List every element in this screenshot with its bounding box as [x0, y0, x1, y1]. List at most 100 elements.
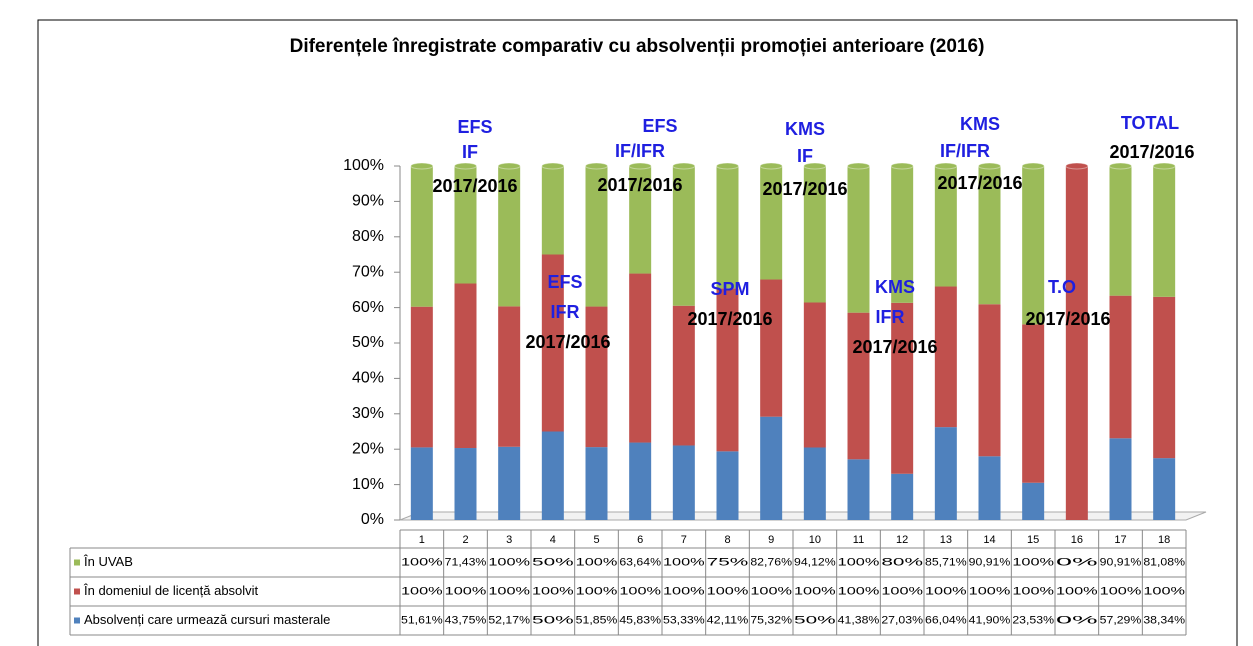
x-tick-label: 16	[1071, 534, 1083, 546]
bar-segment	[672, 305, 695, 446]
bar-cap	[759, 162, 783, 170]
bar-segment	[541, 431, 564, 520]
data-label: 75,32%	[750, 614, 792, 626]
bar-segment	[760, 166, 783, 280]
x-tick-label: 7	[681, 534, 687, 546]
bar-segment	[716, 451, 739, 520]
annotation: IF/IFR	[940, 141, 990, 161]
data-label: 50%	[532, 556, 574, 568]
x-tick-label: 5	[593, 534, 599, 546]
data-label: 43,75%	[445, 614, 487, 626]
data-label: 100%	[663, 585, 705, 597]
chart-border	[37, 19, 1238, 646]
annotation: 2017/2016	[852, 337, 937, 357]
data-label: 100%	[881, 585, 923, 597]
annotation: EFS	[642, 116, 677, 136]
y-tick-label: 70%	[352, 263, 384, 280]
bar-cap	[716, 162, 739, 170]
y-tick-label: 0%	[361, 511, 384, 528]
data-label: 100%	[532, 585, 574, 597]
x-tick-label: 10	[809, 534, 821, 546]
legend-swatch	[74, 559, 80, 566]
bar-segment	[716, 166, 739, 289]
bar-segment	[1022, 166, 1045, 325]
data-label: 100%	[969, 585, 1011, 597]
bar-segment	[1153, 166, 1176, 297]
bar-segment	[847, 312, 870, 460]
data-label: 100%	[401, 556, 443, 568]
data-label: 100%	[663, 556, 705, 568]
bar-cap	[585, 162, 608, 170]
y-tick-label: 60%	[352, 299, 384, 316]
bar-segment	[891, 473, 914, 520]
bar-segment	[498, 306, 521, 447]
annotation: IFR	[876, 307, 905, 327]
bar-cap	[890, 162, 914, 170]
data-label: 27,03%	[881, 614, 923, 626]
data-label: 71,43%	[445, 556, 487, 568]
data-label: 50%	[794, 614, 836, 626]
data-label: 100%	[1012, 556, 1054, 568]
bar-cap	[978, 162, 1001, 170]
annotation: SPM	[710, 279, 749, 299]
annotation: 2017/2016	[937, 173, 1022, 193]
bar-segment	[760, 279, 783, 417]
bar-segment	[847, 166, 870, 313]
data-label: 100%	[576, 585, 618, 597]
bar-cap	[1109, 162, 1132, 170]
data-label: 57,29%	[1100, 614, 1142, 626]
bar-cap	[1065, 162, 1089, 170]
bar-segment	[891, 166, 914, 303]
data-label: 51,61%	[401, 614, 443, 626]
x-tick-label: 18	[1158, 534, 1170, 546]
x-tick-label: 6	[637, 534, 643, 546]
annotation: IF	[797, 146, 813, 166]
legend-label: Absolvenți care urmează cursuri masteral…	[84, 612, 330, 627]
y-tick-label: 40%	[352, 370, 384, 387]
bar-segment	[585, 447, 608, 520]
data-label: 0%	[1056, 556, 1098, 568]
annotation: TOTAL	[1121, 113, 1179, 133]
annotation: 2017/2016	[597, 175, 682, 195]
bar-segment	[410, 447, 433, 520]
x-tick-label: 17	[1114, 534, 1126, 546]
data-label: 80%	[881, 556, 923, 568]
data-label: 41,38%	[838, 614, 880, 626]
data-label: 100%	[401, 585, 443, 597]
bar-segment	[498, 166, 521, 307]
annotation: 2017/2016	[1109, 142, 1194, 162]
bar-segment	[934, 427, 957, 520]
annotation: IF	[462, 142, 478, 162]
data-label: 63,64%	[619, 556, 661, 568]
data-label: 100%	[1100, 585, 1142, 597]
data-label: 100%	[794, 585, 836, 597]
x-tick-label: 15	[1027, 534, 1039, 546]
annotation: EFS	[457, 117, 492, 137]
bar-segment	[803, 447, 826, 520]
bar-cap	[672, 162, 696, 170]
data-label: 85,71%	[925, 556, 967, 568]
annotation: T.O	[1048, 277, 1076, 297]
bar-segment	[585, 166, 608, 307]
legend-label: În UVAB	[83, 554, 133, 569]
y-tick-label: 30%	[352, 405, 384, 422]
y-tick-label: 20%	[352, 440, 384, 457]
annotation: 2017/2016	[432, 176, 517, 196]
annotation: 2017/2016	[1025, 309, 1110, 329]
data-label: 90,91%	[969, 556, 1011, 568]
x-tick-label: 11	[853, 534, 864, 546]
bar-cap	[497, 162, 521, 170]
data-label: 81,08%	[1143, 556, 1185, 568]
legend-swatch	[74, 588, 80, 595]
annotation: IF/IFR	[615, 141, 665, 161]
annotation: 2017/2016	[687, 309, 772, 329]
data-label: 42,11%	[707, 614, 749, 626]
annotation: KMS	[785, 119, 825, 139]
bar-segment	[629, 442, 652, 520]
bar-cap	[628, 162, 652, 170]
bar-segment	[1109, 438, 1132, 520]
y-tick-label: 80%	[352, 228, 384, 245]
bar-segment	[454, 283, 477, 449]
bar-segment	[934, 166, 957, 287]
